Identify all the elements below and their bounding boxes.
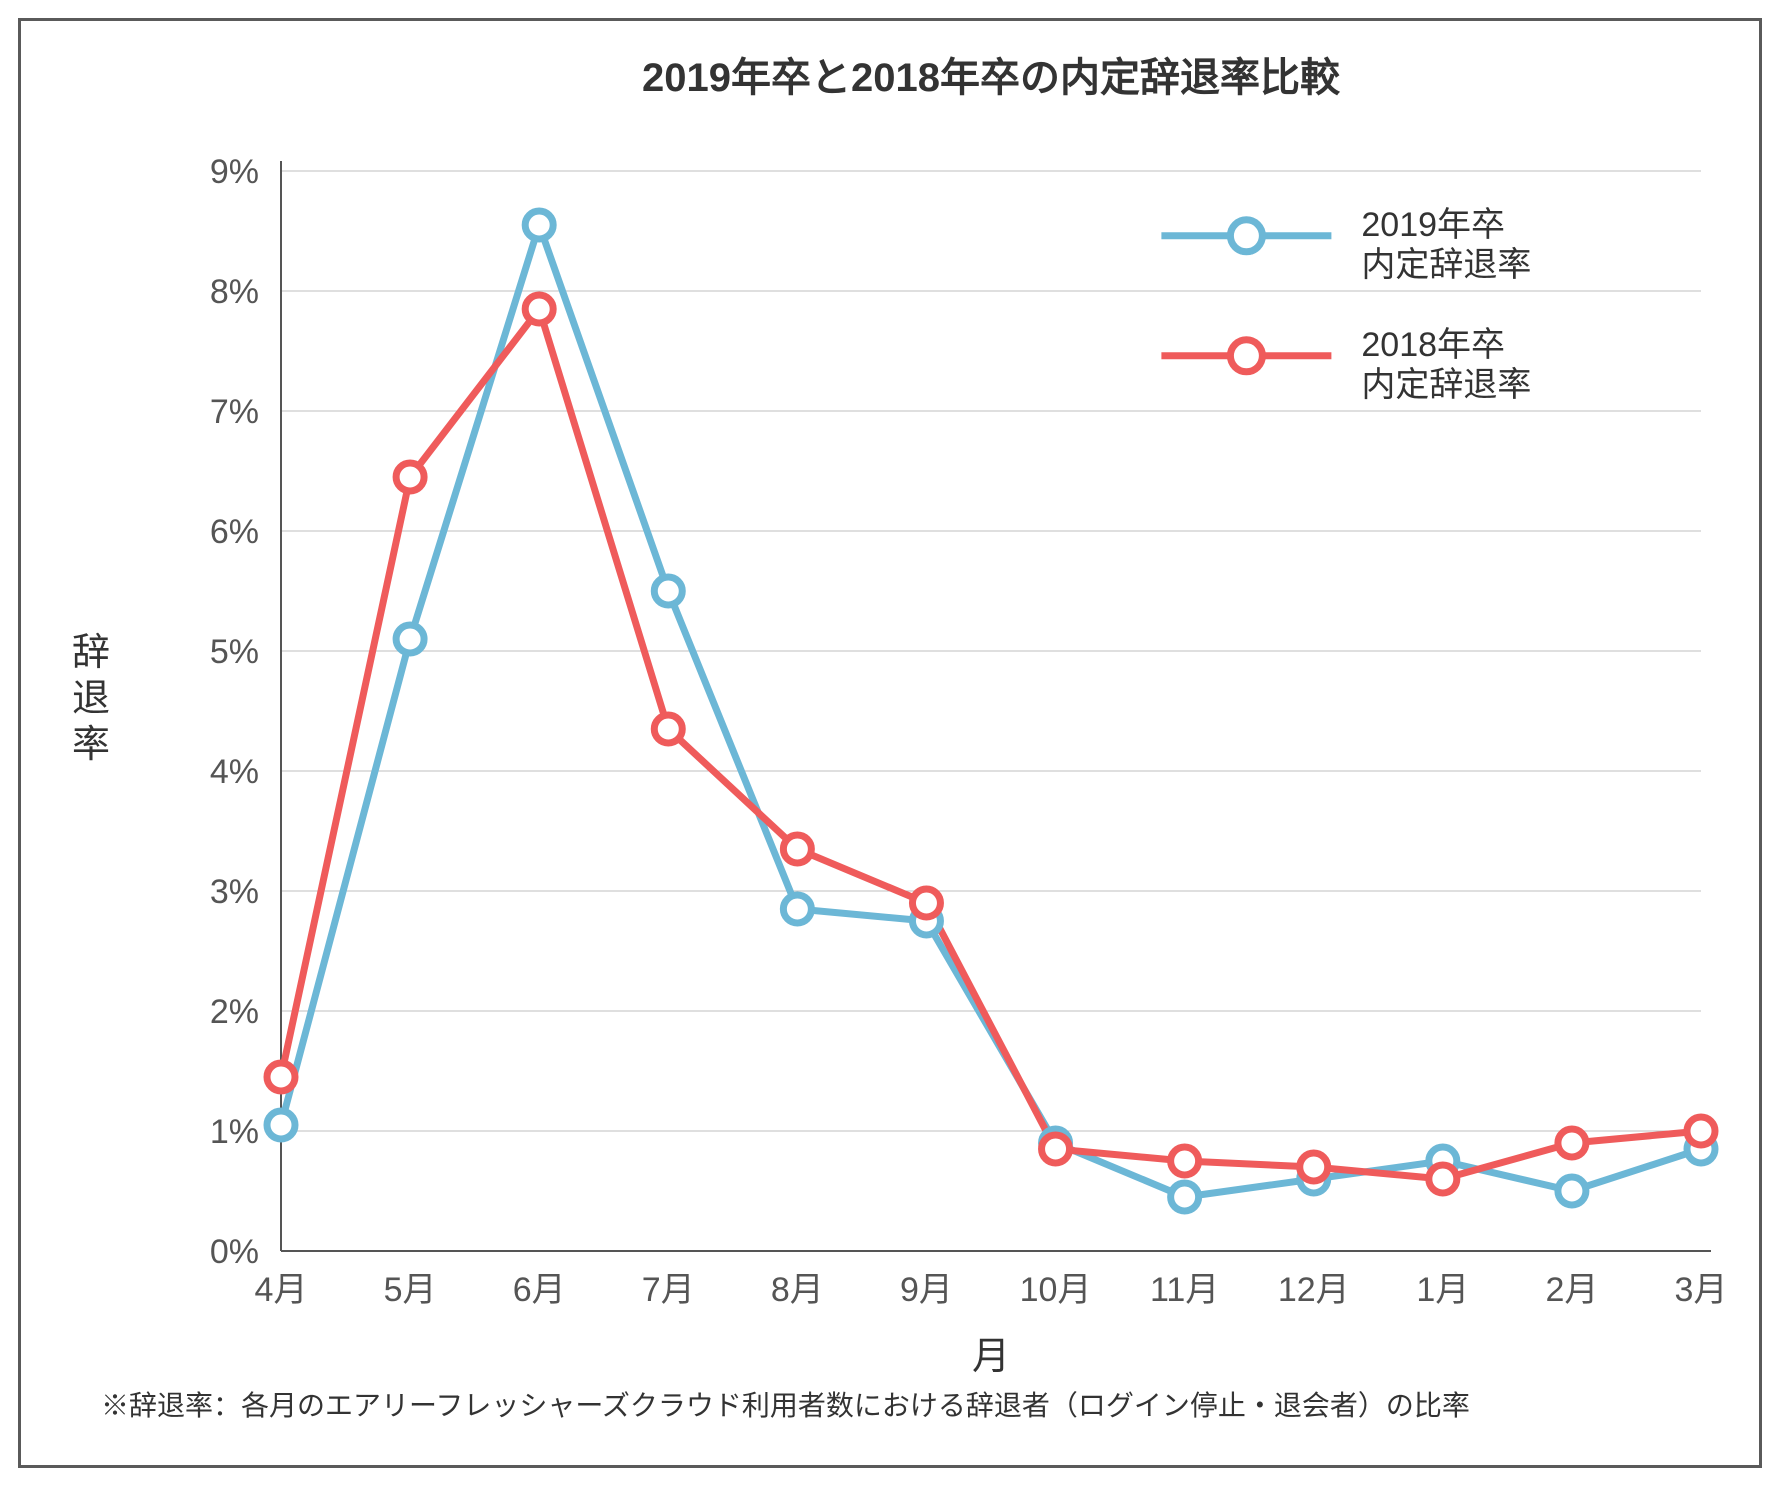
y-tick-label: 2% — [210, 993, 259, 1031]
legend-sample-marker — [1230, 220, 1262, 252]
x-axis-label: 月 — [972, 1336, 1010, 1378]
x-tick-label: 7月 — [642, 1271, 695, 1309]
series-marker — [267, 1063, 295, 1091]
x-tick-label: 11月 — [1150, 1271, 1219, 1309]
x-tick-label: 10月 — [1020, 1271, 1092, 1309]
legend-label: 2019年卒 — [1361, 206, 1505, 244]
x-tick-label: 3月 — [1675, 1271, 1728, 1309]
x-tick-label: 2月 — [1545, 1271, 1598, 1309]
series-marker — [1171, 1147, 1199, 1175]
series-marker — [1558, 1129, 1586, 1157]
legend-sample-marker — [1230, 340, 1262, 372]
y-tick-label: 7% — [210, 393, 259, 431]
series-marker — [1300, 1153, 1328, 1181]
chart-footnote: ※辞退率：各月のエアリーフレッシャーズクラウド利用者数における辞退者（ログイン停… — [101, 1390, 1470, 1421]
x-tick-label: 8月 — [771, 1271, 824, 1309]
chart-inner-frame: 2019年卒と2018年卒の内定辞退率比較 0% 1% 2% 3% 4% 5% 6% 7% 8% 9… — [18, 18, 1762, 1468]
series-marker — [912, 889, 940, 917]
series-marker — [525, 295, 553, 323]
y-tick-label: 0% — [210, 1233, 259, 1271]
y-axis-label-char: 率 — [72, 724, 110, 766]
x-tick-label: 1月 — [1416, 1271, 1469, 1309]
series-marker — [1558, 1177, 1586, 1205]
series-marker — [1171, 1183, 1199, 1211]
y-tick-label: 5% — [210, 633, 259, 671]
series-marker — [783, 835, 811, 863]
y-axis-label-char: 退 — [72, 678, 110, 720]
series-marker — [654, 715, 682, 743]
series-marker — [783, 895, 811, 923]
y-axis-label-char: 辞 — [72, 632, 110, 674]
y-tick-label: 1% — [210, 1113, 259, 1151]
chart-title: 2019年卒と2018年卒の内定辞退率比較 — [642, 56, 1341, 100]
x-tick-label: 9月 — [900, 1271, 953, 1309]
y-tick-label: 4% — [210, 753, 259, 791]
x-tick-label: 6月 — [513, 1271, 566, 1309]
series-marker — [1429, 1165, 1457, 1193]
series-marker — [654, 577, 682, 605]
y-tick-label: 6% — [210, 513, 259, 551]
series-marker — [525, 211, 553, 239]
legend-label: 内定辞退率 — [1361, 246, 1531, 284]
legend-label: 2018年卒 — [1361, 326, 1505, 364]
y-tick-label: 9% — [210, 153, 259, 191]
y-tick-label: 8% — [210, 273, 259, 311]
x-tick-label: 5月 — [384, 1271, 437, 1309]
line-chart: 2019年卒と2018年卒の内定辞退率比較 0% 1% 2% 3% 4% 5% 6% 7% 8% 9… — [21, 21, 1759, 1465]
series-marker — [267, 1111, 295, 1139]
series-line — [281, 309, 1701, 1179]
series-marker — [396, 625, 424, 653]
chart-outer-frame: 2019年卒と2018年卒の内定辞退率比較 0% 1% 2% 3% 4% 5% 6% 7% 8% 9… — [0, 0, 1780, 1486]
x-tick-label: 4月 — [255, 1271, 308, 1309]
series-marker — [1042, 1135, 1070, 1163]
x-tick-label: 12月 — [1278, 1271, 1350, 1309]
series-marker — [396, 463, 424, 491]
legend-label: 内定辞退率 — [1361, 366, 1531, 404]
y-tick-label: 3% — [210, 873, 259, 911]
series-marker — [1687, 1117, 1715, 1145]
